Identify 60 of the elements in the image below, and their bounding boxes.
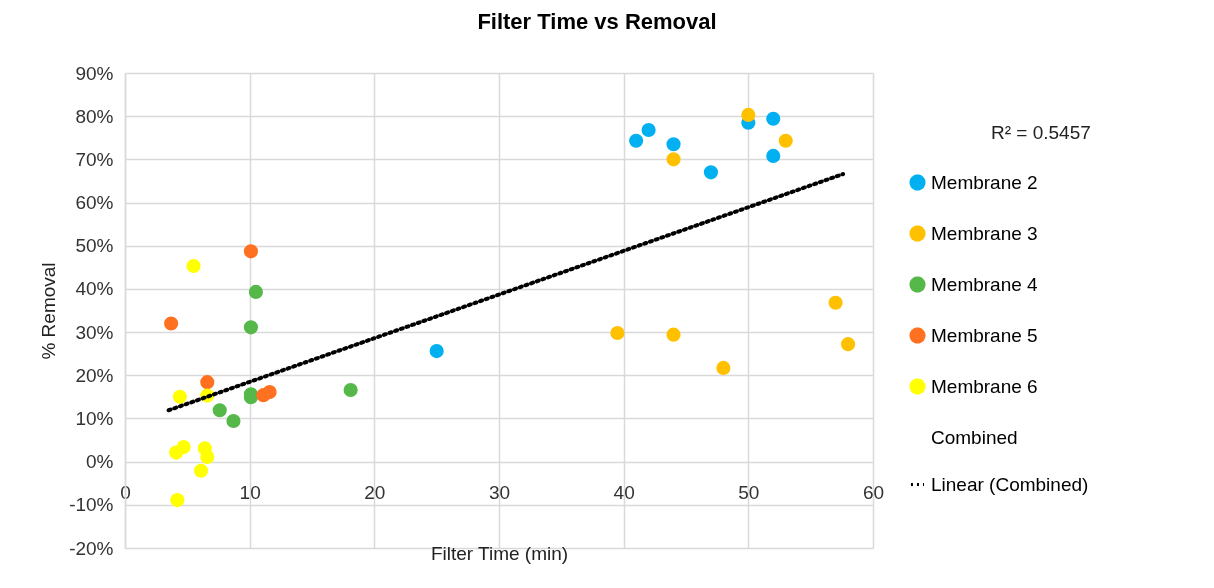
x-tick-label: 50 — [738, 482, 760, 504]
point — [243, 244, 258, 259]
point — [716, 360, 731, 375]
y-axis-title: % Removal — [38, 262, 60, 360]
point — [212, 403, 227, 418]
chart-title: Filter Time vs Removal — [477, 9, 717, 34]
point — [703, 165, 718, 180]
x-axis-title: Filter Time (min) — [430, 542, 569, 564]
y-tick-label: -20% — [69, 537, 114, 559]
point — [248, 284, 263, 299]
point — [200, 375, 215, 390]
legend-label: Membrane 4 — [931, 273, 1039, 295]
point — [172, 389, 187, 404]
point — [343, 382, 358, 398]
x-tick-label: 10 — [239, 482, 261, 504]
point — [629, 133, 644, 148]
legend-label: Membrane 6 — [931, 375, 1038, 397]
point — [262, 385, 277, 400]
y-tick-label: 70% — [75, 148, 114, 170]
point — [766, 148, 781, 163]
y-tick-label: -10% — [69, 494, 114, 516]
point — [226, 413, 241, 429]
y-tick-label: 90% — [75, 62, 114, 84]
legend-label: Membrane 5 — [931, 324, 1038, 346]
point — [169, 445, 184, 460]
point — [186, 258, 201, 274]
point — [841, 337, 856, 352]
x-tick-label: 60 — [862, 482, 885, 504]
point — [200, 449, 215, 464]
x-tick-label: 0 — [120, 482, 131, 504]
point — [610, 325, 625, 341]
point — [778, 133, 793, 148]
y-tick-label: 30% — [75, 321, 114, 343]
point — [741, 107, 756, 122]
point — [429, 344, 444, 359]
y-tick-label: 50% — [75, 235, 114, 257]
y-tick-label: 10% — [75, 407, 114, 429]
point — [828, 295, 843, 310]
x-tick-label: 40 — [613, 482, 635, 504]
point — [641, 122, 656, 138]
point — [666, 327, 681, 342]
point — [243, 320, 258, 335]
point — [766, 111, 781, 126]
point — [666, 152, 681, 167]
point — [164, 316, 179, 331]
point — [193, 463, 209, 478]
point — [666, 137, 681, 152]
y-tick-label: 0% — [86, 451, 114, 473]
y-tick-label: 80% — [75, 105, 114, 127]
legend-label: Membrane 2 — [931, 171, 1038, 193]
legend-label: Membrane 3 — [931, 222, 1038, 244]
y-tick-label: 60% — [75, 192, 114, 214]
legend-label: Linear (Combined) — [931, 473, 1089, 495]
y-tick-label: 40% — [75, 278, 114, 300]
point — [170, 493, 185, 508]
x-tick-label: 20 — [364, 482, 386, 504]
x-tick-label: 30 — [488, 482, 511, 504]
text: Combined — [931, 426, 1018, 448]
y-tick-label: 20% — [75, 364, 114, 386]
text: R² = 0.5457 — [991, 122, 1091, 143]
